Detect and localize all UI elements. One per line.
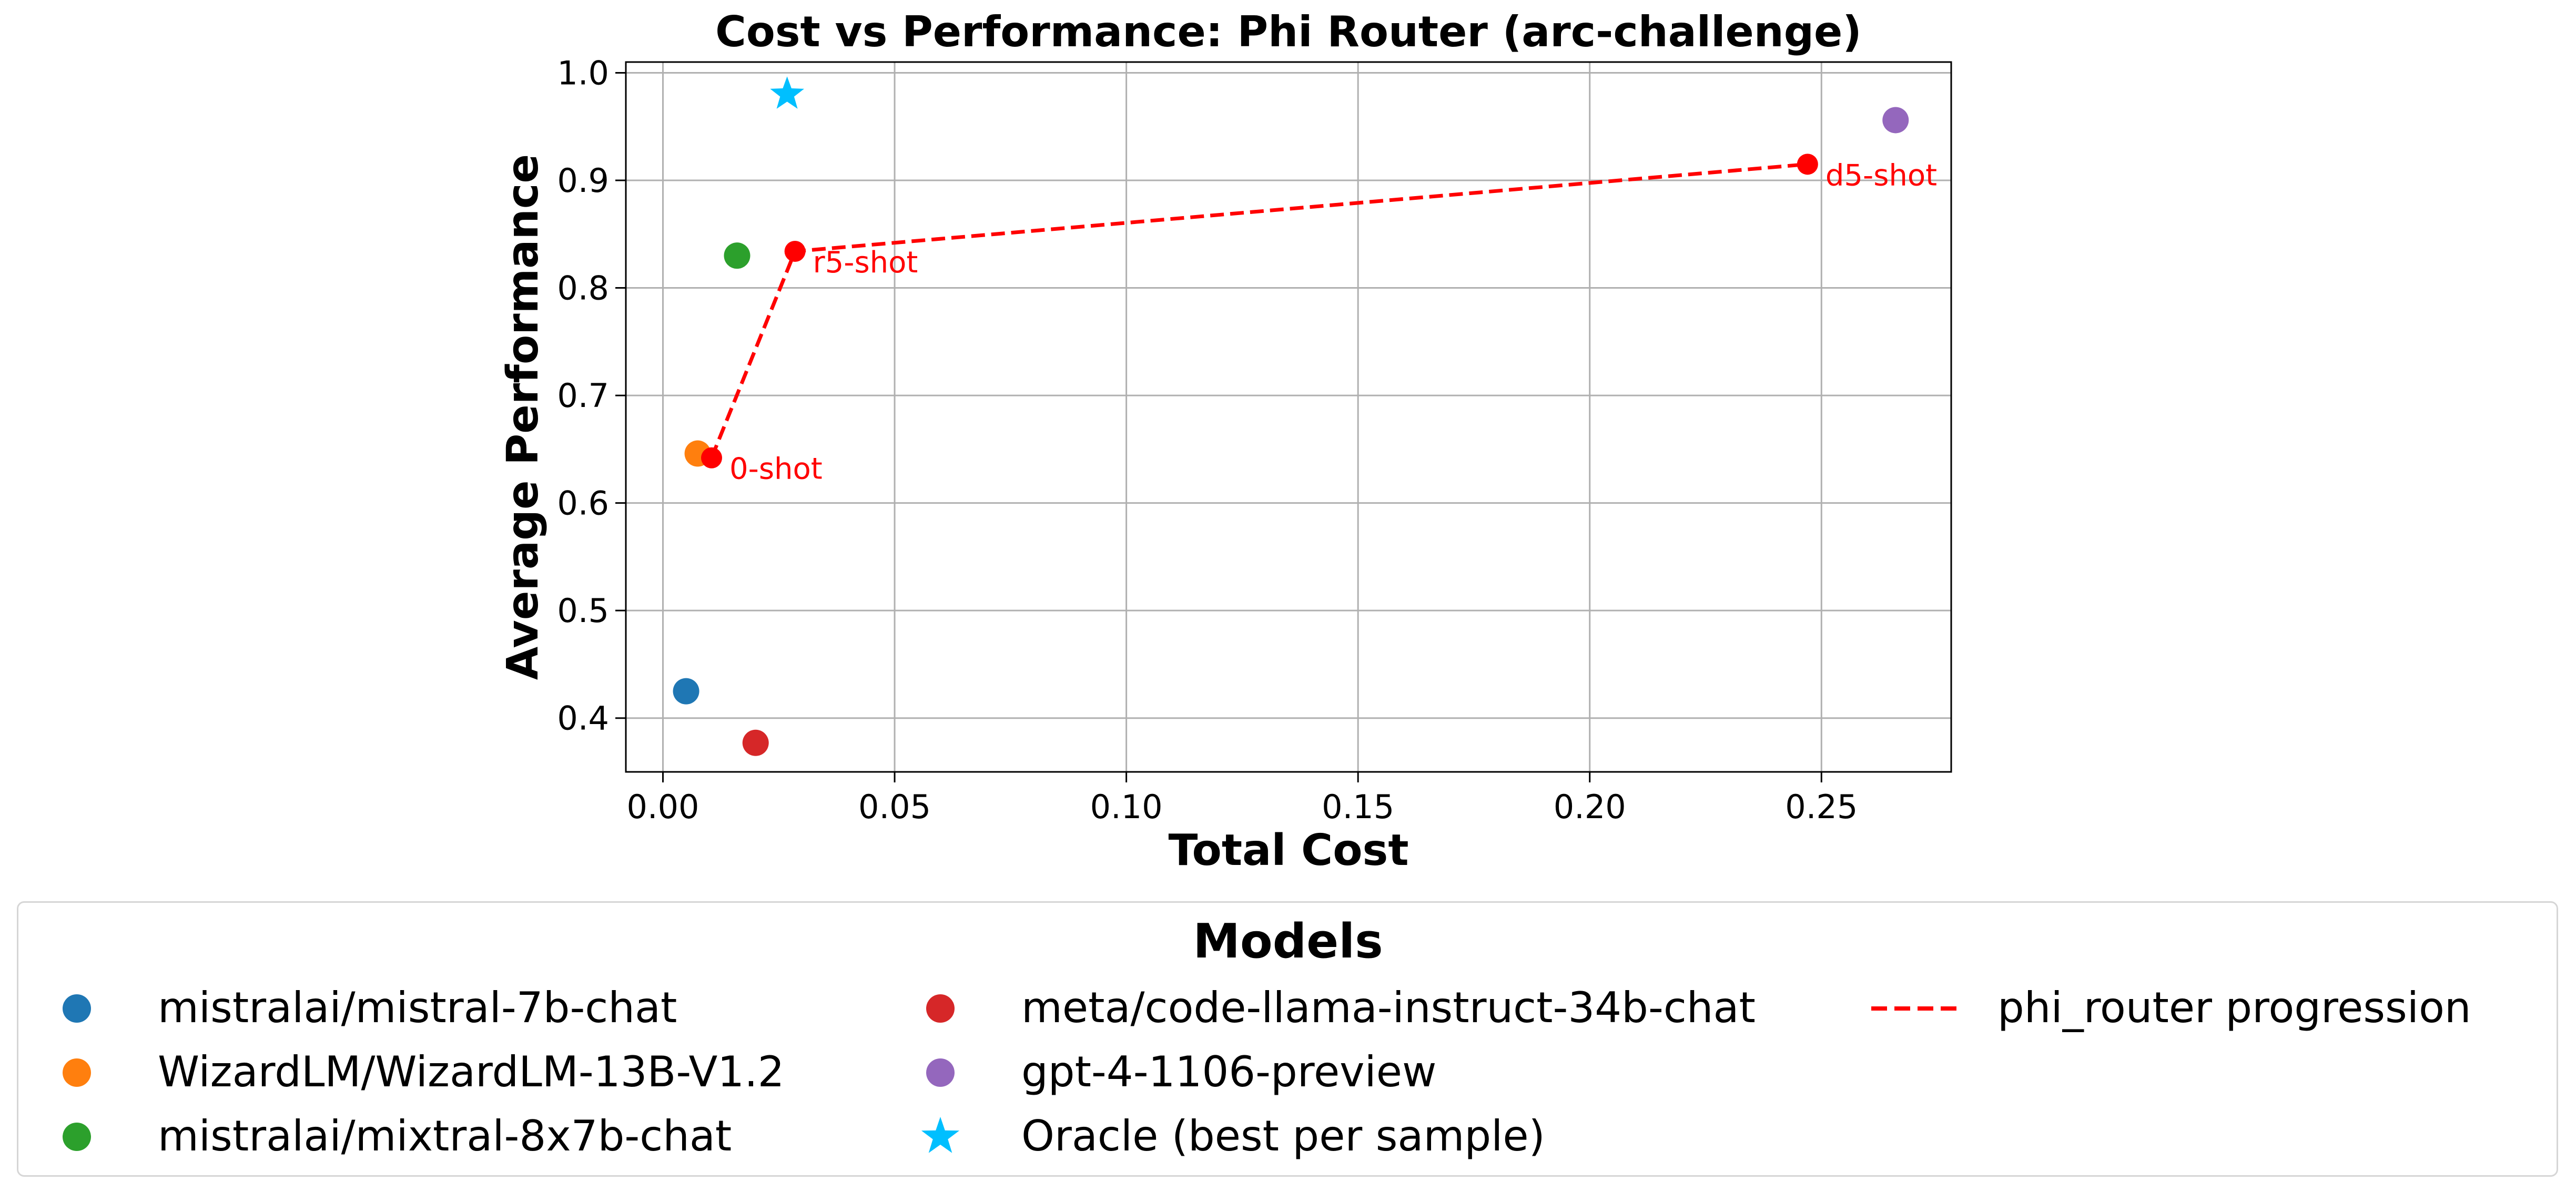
legend-star-marker	[921, 1117, 960, 1153]
scatter-point	[1882, 107, 1909, 134]
legend-marker	[63, 1123, 91, 1151]
x-tick-label: 0.20	[1554, 788, 1626, 826]
legend-marker	[926, 1058, 955, 1087]
plot-frame	[625, 61, 1952, 773]
x-tick-label: 0.05	[858, 788, 931, 826]
legend-marker	[63, 994, 91, 1023]
router-point-label: d5-shot	[1825, 158, 1937, 192]
oracle-star-point	[770, 76, 804, 109]
x-tick-label: 0.15	[1322, 788, 1394, 826]
x-axis-label: Total Cost	[1168, 826, 1408, 875]
legend-marker	[926, 994, 955, 1023]
legend-entry-label: phi_router progression	[1997, 983, 2471, 1032]
y-axis-ticks: 0.4 0.5 0.6 0.7 0.8 0.9 1.0	[557, 54, 626, 738]
router-point	[701, 447, 723, 468]
y-tick-label: 0.8	[557, 269, 609, 308]
router-point-label: 0-shot	[729, 452, 823, 486]
router-point-label: r5-shot	[813, 246, 918, 280]
router-point	[1797, 154, 1818, 175]
y-tick-label: 0.4	[557, 699, 609, 738]
router-point	[784, 241, 806, 262]
legend-entry-label: Oracle (best per sample)	[1021, 1112, 1545, 1160]
legend-entry-label: mistralai/mistral-7b-chat	[158, 983, 677, 1032]
legend-title: Models	[1193, 914, 1383, 969]
x-tick-label: 0.25	[1785, 788, 1858, 826]
x-tick-label: 0.10	[1090, 788, 1163, 826]
y-tick-label: 0.9	[557, 161, 609, 200]
scatter-point	[742, 729, 769, 756]
legend-entry-label: WizardLM/WizardLM-13B-V1.2	[158, 1047, 785, 1096]
legend-marker	[63, 1058, 91, 1087]
x-tick-label: 0.00	[626, 788, 699, 826]
y-tick-label: 1.0	[557, 54, 609, 92]
scatter-point	[724, 242, 751, 269]
legend-entry-label: gpt-4-1106-preview	[1021, 1047, 1436, 1096]
y-axis-label: Average Performance	[498, 154, 548, 680]
y-tick-label: 0.7	[557, 376, 609, 415]
chart-title: Cost vs Performance: Phi Router (arc-cha…	[715, 7, 1862, 56]
y-tick-label: 0.6	[557, 484, 609, 523]
y-tick-label: 0.5	[557, 592, 609, 630]
data-points: 0-shot r5-shot d5-shot	[673, 76, 1937, 756]
legend	[17, 901, 2558, 1177]
scatter-point	[673, 678, 699, 705]
legend-entry-label: meta/code-llama-instruct-34b-chat	[1021, 983, 1756, 1032]
grid-lines	[626, 62, 1951, 772]
legend-entry-label: mistralai/mixtral-8x7b-chat	[158, 1112, 732, 1160]
x-axis-ticks: 0.00 0.05 0.10 0.15 0.20 0.25	[626, 772, 1858, 826]
